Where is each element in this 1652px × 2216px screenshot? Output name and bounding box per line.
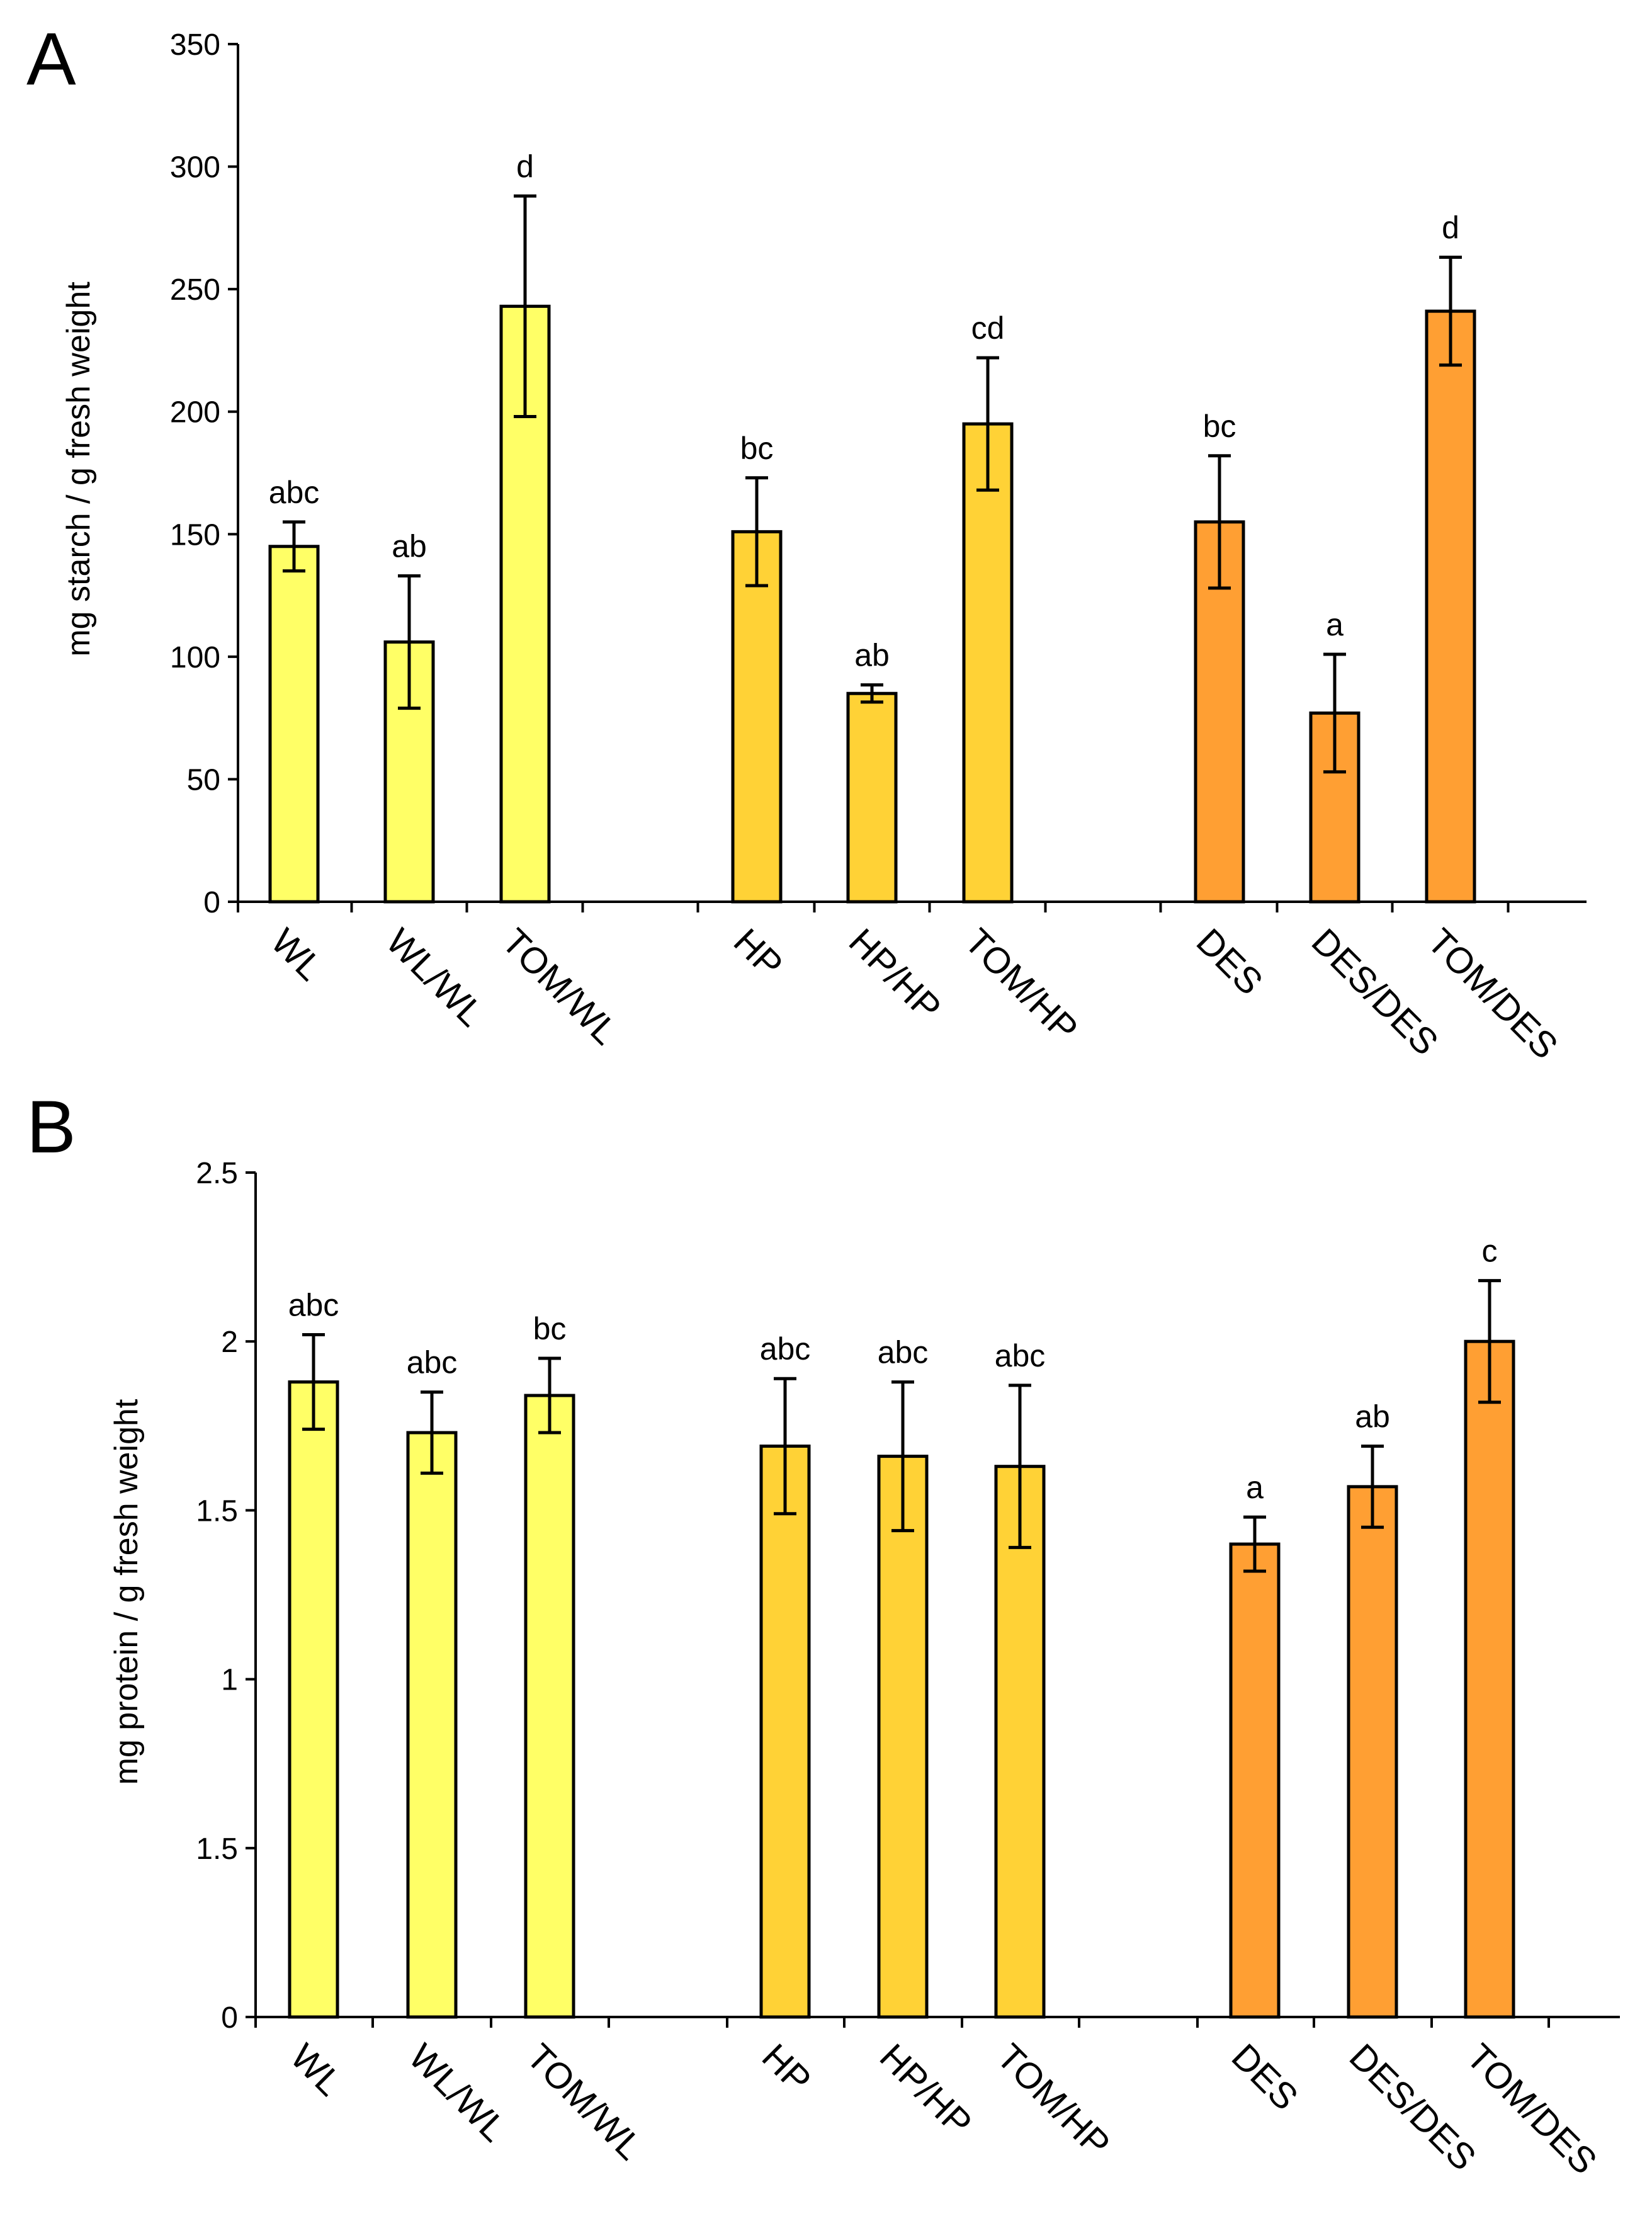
bar-hp-hp [846,691,898,904]
y-tick-label: 2.5 [196,1157,238,1190]
bar-tom-wl [524,1394,575,2019]
bar-hp-hp [877,1455,929,2019]
bar-tom-des [1464,1339,1515,2019]
y-tick-label: 0 [203,886,220,919]
significance-letter: d [516,149,534,184]
significance-letter: c [1482,1234,1498,1269]
bar-hp [731,530,783,904]
significance-letter: ab [392,528,427,564]
significance-letter: abc [760,1331,811,1367]
significance-letter: bc [740,431,774,466]
significance-letter: cd [971,310,1005,346]
significance-letter: ab [1355,1399,1390,1434]
y-tick-label: 0 [221,2001,238,2035]
bar-hp [759,1444,811,2019]
y-tick-label: 1.5 [196,1494,238,1528]
significance-letter: abc [878,1335,929,1370]
y-tick-label: 300 [170,151,220,185]
bar-des [1229,1542,1281,2019]
y-tick-label: 2 [221,1326,238,1359]
bar-tom-des [1425,309,1476,904]
significance-letter: a [1326,607,1344,642]
bar-wl [268,545,320,904]
significance-letter: a [1246,1470,1264,1505]
y-tick-label: 250 [170,273,220,307]
significance-letter: d [1442,210,1459,246]
bar-wl-wl [406,1431,458,2019]
significance-letter: abc [995,1338,1046,1373]
panel-letter: B [26,1086,76,1169]
bar-des-des [1347,1485,1398,2019]
significance-letter: ab [854,638,890,673]
y-axis-title: mg protein / g fresh weight [108,1399,145,1785]
y-tick-label: 200 [170,396,220,429]
bar-wl [288,1380,339,2019]
bar-tom-hp [962,422,1014,904]
y-tick-label: 350 [170,28,220,62]
significance-letter: abc [288,1287,339,1322]
y-tick-label: 100 [170,641,220,674]
y-tick-label: 50 [187,763,220,797]
significance-letter: abc [269,475,320,510]
panel-letter: A [26,18,76,101]
y-tick-label: 1.5 [196,1832,238,1866]
bar-tom-hp [994,1465,1046,2019]
y-tick-label: 150 [170,518,220,552]
significance-letter: bc [533,1311,567,1346]
significance-letter: abc [407,1345,458,1380]
y-axis-title: mg starch / g fresh weight [60,281,97,657]
significance-letter: bc [1203,409,1236,444]
y-tick-label: 1 [221,1664,238,1697]
